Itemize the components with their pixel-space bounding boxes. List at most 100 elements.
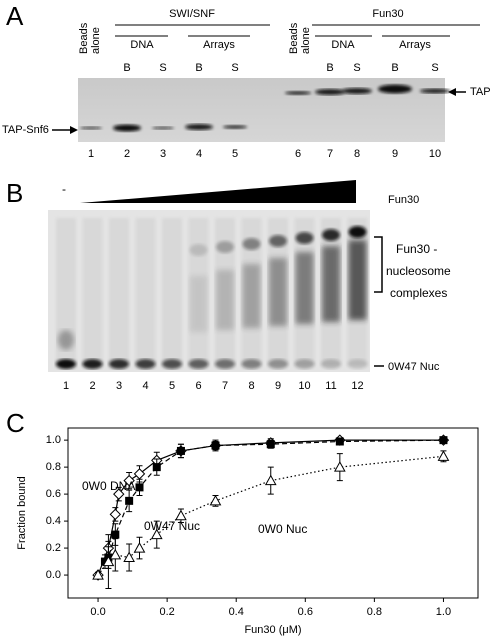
- lane-number: 7: [327, 148, 333, 160]
- x-tick-label: 0.8: [367, 606, 382, 618]
- lane-number: 2: [124, 148, 130, 160]
- arrow-head: [70, 126, 78, 134]
- group-label: Fun30: [372, 8, 403, 20]
- complex-band: [269, 235, 287, 247]
- lane-number: 10: [298, 380, 310, 392]
- lane-number: 6: [295, 148, 301, 160]
- right-marker: TAP: [470, 86, 491, 98]
- marker: [152, 463, 161, 472]
- arrow-head: [448, 88, 456, 96]
- complex-band: [242, 238, 261, 250]
- marker: [125, 496, 134, 505]
- lane-number: 8: [354, 148, 360, 160]
- y-tick-label: 0.2: [46, 542, 61, 554]
- lane-number: 10: [429, 148, 441, 160]
- lane-number: 6: [195, 380, 201, 392]
- gel-well: [162, 218, 182, 366]
- gel-band: [162, 359, 182, 369]
- marker: [335, 437, 344, 446]
- gel-band: [285, 91, 311, 95]
- gel-band: [347, 359, 368, 369]
- y-tick-label: 0.8: [46, 461, 61, 473]
- beads-label: Beads: [78, 22, 90, 54]
- lane-number: 9: [392, 148, 398, 160]
- lane-tag: B: [326, 62, 333, 74]
- x-axis-label: Fun30 (μM): [244, 624, 301, 636]
- lane-number: 9: [275, 380, 281, 392]
- y-tick-label: 0.0: [46, 569, 61, 581]
- panel-letter: A: [6, 1, 24, 31]
- complex-smear: [322, 246, 340, 322]
- marker: [439, 436, 448, 445]
- beads-label: alone: [300, 27, 312, 54]
- complex-smear: [348, 240, 367, 320]
- lane-number: 8: [248, 380, 254, 392]
- complex-band: [216, 241, 234, 253]
- lane-number: 12: [351, 380, 363, 392]
- lane-tag: B: [123, 62, 130, 74]
- panel-a: A SWI/SNF Fun30 DNA Arrays DNA Arrays Be…: [2, 1, 491, 160]
- bracket: [374, 236, 383, 293]
- marker: [437, 450, 450, 461]
- bracket-label: nucleosome: [386, 264, 451, 278]
- gel-band: [80, 126, 102, 130]
- lane-tag: S: [353, 62, 360, 74]
- gel-band: [268, 359, 288, 369]
- beads-label: Beads: [288, 22, 300, 54]
- lane-tag: S: [159, 62, 166, 74]
- minus-label: -: [62, 182, 66, 196]
- group-label: SWI/SNF: [169, 8, 215, 20]
- lane-tag: S: [431, 62, 438, 74]
- complex-band: [348, 226, 367, 238]
- gel-band: [420, 88, 450, 94]
- subgroup-label: DNA: [130, 39, 154, 51]
- marker: [102, 555, 115, 567]
- marker: [209, 494, 222, 506]
- complex-band: [322, 229, 340, 241]
- gel-band: [215, 359, 235, 369]
- bracket-label: Fun30 -: [396, 242, 437, 256]
- gradient-wedge: [80, 180, 356, 203]
- gel-smear: [58, 330, 74, 350]
- series-line: [97, 439, 444, 576]
- marker: [113, 488, 125, 500]
- gel-well: [109, 218, 129, 366]
- x-tick-label: 0.2: [159, 606, 174, 618]
- x-tick-label: 1.0: [436, 606, 451, 618]
- lane-tag: B: [391, 62, 398, 74]
- lane-number: 1: [63, 380, 69, 392]
- marker: [109, 508, 122, 521]
- marker: [109, 548, 122, 560]
- gel-band: [188, 359, 209, 369]
- lane-number: 3: [160, 148, 166, 160]
- marker: [133, 468, 146, 480]
- gel-band: [109, 359, 129, 369]
- gel-band: [223, 125, 247, 129]
- gel-band: [378, 84, 412, 94]
- annotation: 0W0 DNA: [82, 479, 135, 493]
- gel-band: [152, 126, 174, 130]
- lane-number: 11: [325, 380, 336, 392]
- lane-tag: S: [231, 62, 238, 74]
- marker: [264, 474, 277, 486]
- lane-tag: B: [195, 62, 202, 74]
- x-tick-label: 0.4: [229, 606, 244, 618]
- marker: [176, 446, 185, 455]
- lane-number: 1: [88, 148, 94, 160]
- gel-band: [185, 124, 213, 130]
- panel-b: B - Fun30 Fun30 - nucleosome complexes 0…: [6, 178, 451, 392]
- marker: [266, 440, 275, 449]
- gradient-label: Fun30: [388, 194, 419, 206]
- gel-well: [135, 218, 156, 366]
- marker: [211, 441, 220, 450]
- marker: [133, 542, 146, 553]
- gel-band: [321, 359, 341, 369]
- series-line: [104, 439, 444, 562]
- complex-band: [189, 244, 208, 256]
- lane-number: 2: [89, 380, 95, 392]
- lane-number: 7: [222, 380, 228, 392]
- x-tick-label: 0.0: [90, 606, 105, 618]
- complex-smear: [242, 264, 261, 328]
- gel-band: [56, 359, 76, 369]
